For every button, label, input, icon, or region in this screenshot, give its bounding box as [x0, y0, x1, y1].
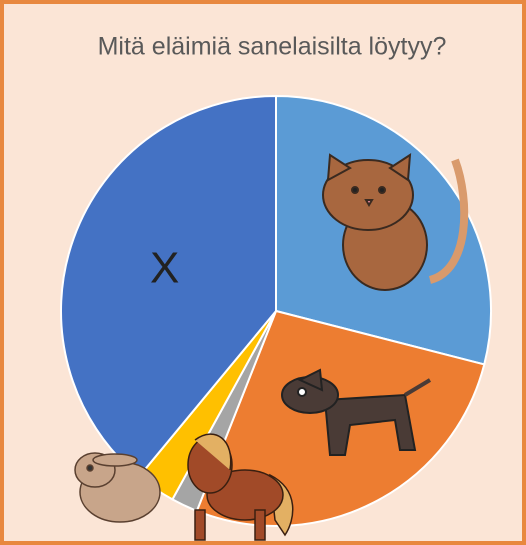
- page: Mitä eläimiä sanelaisilta löytyy? X: [0, 0, 526, 545]
- chart-title: Mitä eläimiä sanelaisilta löytyy?: [98, 33, 447, 61]
- chart: Mitä eläimiä sanelaisilta löytyy? X: [0, 0, 526, 545]
- slice-label: X: [150, 244, 179, 293]
